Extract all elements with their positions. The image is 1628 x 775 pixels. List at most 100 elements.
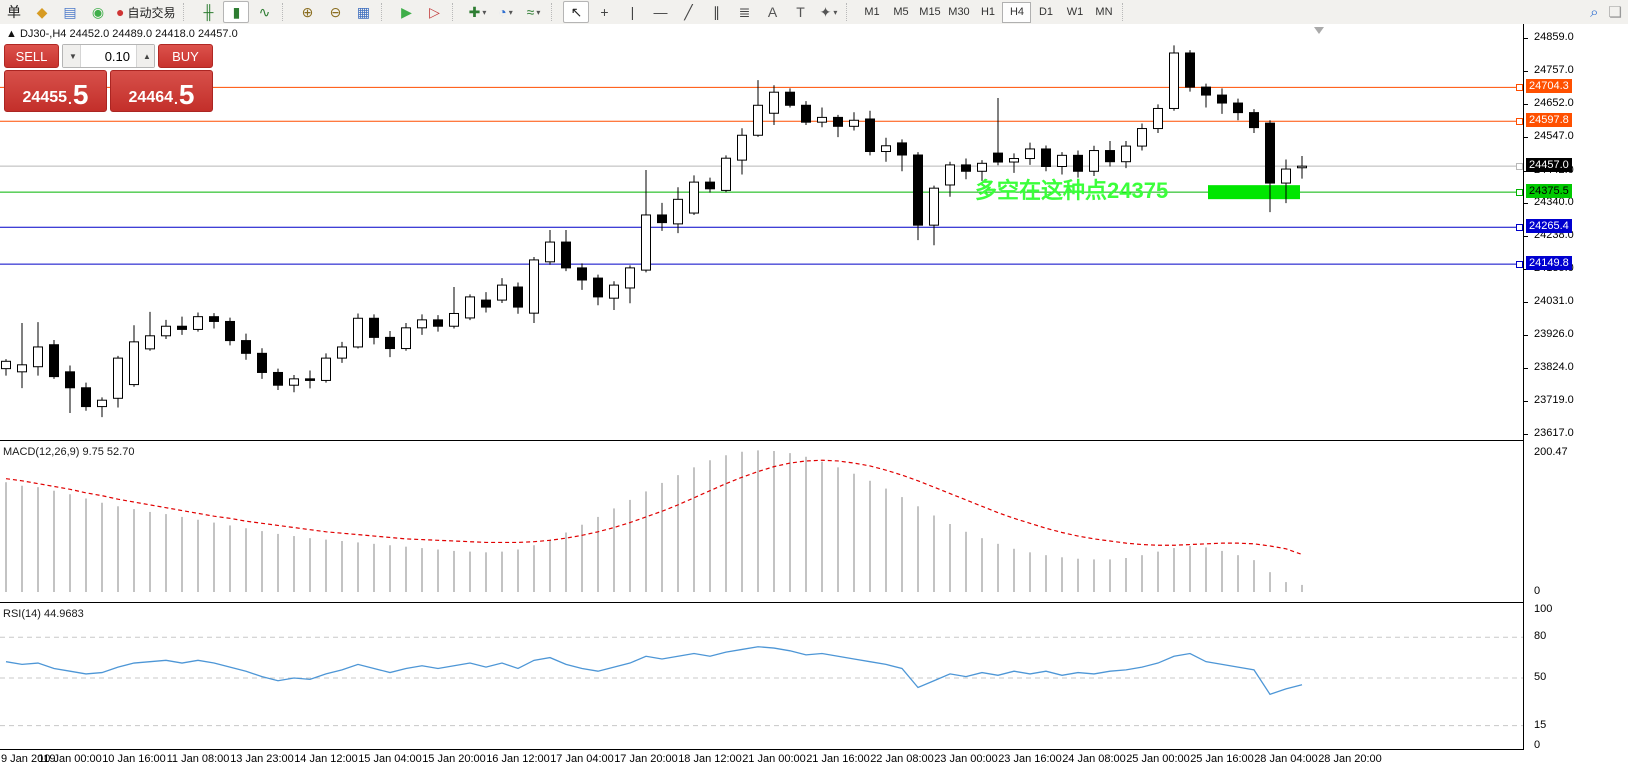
candle-body (545, 241, 555, 263)
text-icon[interactable]: A (759, 1, 785, 23)
price-tick-label: 24757.0 (1534, 63, 1574, 76)
time-label: 9 Jan 2019 (1, 753, 56, 765)
time-label: 17 Jan 04:00 (550, 753, 614, 765)
crosshair-icon[interactable]: + (591, 1, 617, 23)
price-tick-label: 24340.0 (1534, 196, 1574, 209)
profile-icon: ▤ (63, 3, 77, 20)
new-chart-icon: ✚ (468, 3, 481, 20)
time-label: 21 Jan 00:00 (742, 753, 806, 765)
sell-price-tile[interactable]: 24455. 5 (4, 70, 107, 112)
price-tick-mark (1524, 38, 1528, 39)
sound-icon[interactable]: ◉ (85, 1, 111, 23)
level-connector (1516, 224, 1523, 232)
chart-shift-marker[interactable] (1314, 27, 1324, 34)
candle-body (705, 181, 715, 190)
green-highlight-rect[interactable] (1208, 185, 1300, 200)
volume-increase-button[interactable]: ▲ (136, 45, 154, 67)
price-badge-24149.8: 24149.8 (1526, 256, 1572, 271)
candle-body (913, 154, 923, 226)
price-chart-pane[interactable]: 多空在这种点24375 (0, 24, 1523, 440)
line-chart-icon[interactable]: ∿ (251, 1, 277, 23)
sell-price-dot: . (68, 91, 72, 107)
sell-price-int: 24455 (22, 89, 68, 106)
time-label: 14 Jan 12:00 (294, 753, 358, 765)
fibonacci-icon[interactable]: ≣ (731, 1, 757, 23)
candle-body (641, 214, 651, 271)
time-label: 17 Jan 20:00 (614, 753, 678, 765)
candlestick-chart-icon[interactable]: ▮ (223, 1, 250, 23)
volume-decrease-button[interactable]: ▼ (63, 45, 81, 67)
tile-windows-icon[interactable]: ▦ (350, 1, 376, 23)
auto-scroll-icon[interactable]: ▶ (393, 1, 419, 23)
level-connector (1516, 118, 1523, 126)
horizontal-line-icon[interactable]: — (647, 1, 673, 23)
timeframe-h4[interactable]: H4 (1002, 1, 1032, 23)
trendline-icon[interactable]: ╱ (675, 1, 701, 23)
candle-body (769, 91, 779, 114)
candle-body (129, 341, 139, 386)
candle-body (497, 284, 507, 301)
timeframe-m30[interactable]: M30 (948, 6, 970, 18)
timeframe-m15[interactable]: M15 (919, 6, 941, 18)
new-chart-icon[interactable]: ✚ ▾ (464, 1, 490, 23)
search-icon[interactable]: ⌕ (1590, 3, 1599, 21)
shapes-icon-caret[interactable]: ▾ (833, 7, 838, 17)
new-chart-icon-caret[interactable]: ▾ (482, 7, 487, 17)
new-order-icon: 单 (7, 4, 21, 20)
toolbar-right: ⌕ ❏ (1590, 0, 1622, 24)
candle-body (385, 336, 395, 350)
indicators-icon[interactable]: ≈ ▾ (520, 1, 546, 23)
rsi-indicator-pane[interactable] (0, 606, 1523, 749)
toolbar-separator (452, 3, 460, 21)
one-click-trading-panel: SELL ▼ 0.10 ▲ BUY 24455. 5 24464. 5 (4, 44, 213, 112)
annotation-text: 多空在这种点24375 (975, 178, 1168, 203)
price-tick-mark (1524, 368, 1528, 369)
channel-icon[interactable]: ∥ (703, 1, 729, 23)
timeframe-m5[interactable]: M5 (893, 6, 909, 18)
zoom-out-icon[interactable]: ⊖ (322, 1, 348, 23)
chart-shift-icon[interactable]: ▷ (421, 1, 447, 23)
collapse-panel-icon[interactable]: ▲ (6, 28, 17, 40)
horizontal-line-icon: — (653, 4, 668, 20)
timeframe-mn[interactable]: MN (1095, 6, 1113, 18)
candle-body (305, 378, 315, 381)
auto-trading-button[interactable]: ● 自动交易 (113, 1, 178, 23)
candle-body (689, 181, 699, 214)
candle-body (1185, 52, 1195, 88)
chart-window-icon[interactable]: ◆ (29, 1, 55, 23)
indicators-icon-caret[interactable]: ▾ (536, 7, 541, 17)
new-order-icon[interactable]: 单 (1, 1, 27, 23)
buy-button[interactable]: BUY (158, 44, 213, 68)
macd-indicator-pane[interactable] (0, 444, 1523, 602)
sell-button[interactable]: SELL (4, 44, 59, 68)
vertical-line-icon[interactable]: | (619, 1, 645, 23)
volume-stepper: ▼ 0.10 ▲ (62, 44, 155, 68)
profiles-clock-icon-caret[interactable]: ▾ (508, 7, 513, 17)
price-tick-label: 23926.0 (1534, 328, 1574, 341)
fibonacci-icon: ≣ (738, 3, 751, 20)
bar-chart-icon[interactable]: ╫ (195, 1, 221, 23)
zoom-in-icon[interactable]: ⊕ (294, 1, 320, 23)
cursor-icon[interactable]: ↖ (563, 1, 590, 23)
volume-value[interactable]: 0.10 (81, 45, 136, 67)
crosshair-icon: + (600, 4, 609, 20)
timeframe-h1[interactable]: H1 (980, 6, 996, 18)
timeframe-d1[interactable]: D1 (1038, 6, 1054, 18)
price-tick-mark (1524, 104, 1528, 105)
shapes-icon[interactable]: ✦ ▾ (815, 1, 841, 23)
time-axis[interactable]: 9 Jan 2019 10 Jan 00:00 10 Jan 16:00 11 Jan… (0, 753, 1523, 773)
candle-body (849, 119, 859, 127)
buy-price-tile[interactable]: 24464. 5 (110, 70, 213, 112)
candle-body (737, 134, 747, 161)
timeframe-m1[interactable]: M1 (864, 6, 880, 18)
candle-body (1089, 150, 1099, 172)
chat-icon[interactable]: ❏ (1608, 4, 1622, 21)
timeframe-w1[interactable]: W1 (1066, 6, 1084, 18)
price-axis[interactable]: 24859.024757.024652.024547.024442.024340… (1516, 24, 1628, 751)
profile-icon[interactable]: ▤ (57, 1, 83, 23)
text-label-icon[interactable]: T (787, 1, 813, 23)
profiles-clock-icon[interactable]: ◔ ▾ (492, 1, 518, 23)
indicators-icon: ≈ (526, 4, 535, 20)
time-label: 16 Jan 12:00 (486, 753, 550, 765)
candle-body (369, 317, 379, 338)
